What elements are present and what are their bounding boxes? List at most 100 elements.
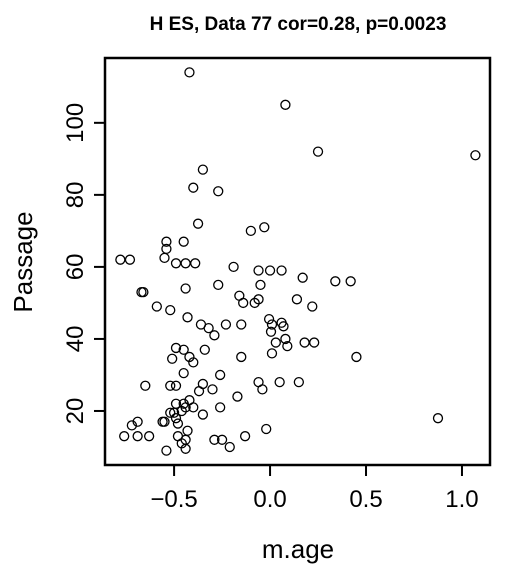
point [165,380,176,391]
point [170,342,182,354]
point [224,441,235,453]
point [291,294,303,305]
point [193,386,205,397]
chart-title: H ES, Data 77 cor=0.28, p=0.0023 [150,14,447,35]
x-tick-label: −0.5 [150,486,197,513]
point [299,337,310,348]
point [266,348,278,359]
point [157,416,168,427]
point [345,276,356,287]
point [159,252,170,264]
y-tick-label: 100 [62,103,89,143]
x-axis-label: m.age [262,534,334,564]
point [432,413,444,424]
point [151,301,162,312]
point [245,225,257,237]
plot-frame [103,56,492,467]
point [213,279,224,291]
point [180,258,191,269]
point [261,423,272,435]
point [176,438,187,449]
point [282,340,293,352]
point [220,319,232,330]
x-tick-label: 0.5 [349,486,382,513]
point [180,283,191,294]
point [188,357,199,368]
point [188,182,199,193]
point [274,377,285,388]
point [167,353,178,364]
point [176,405,187,417]
point [138,286,149,298]
point [228,261,239,273]
point [213,186,224,197]
point [265,326,277,337]
point [216,434,228,445]
point [165,407,176,418]
point [270,337,281,348]
y-tick-label: 80 [62,182,89,209]
point [351,351,362,363]
point [124,254,136,265]
point [297,272,308,283]
point [238,297,249,309]
point [172,418,184,429]
point [253,265,264,276]
point [115,254,126,265]
point [239,431,251,442]
point [161,236,172,247]
point [263,313,275,325]
point [470,150,481,161]
point [232,391,243,402]
point [309,337,320,348]
point [330,276,341,287]
point [168,407,180,418]
point [280,333,291,345]
point [192,218,204,229]
point [165,304,176,316]
x-tick-label: 0.0 [253,486,286,513]
y-tick-label: 60 [62,254,89,281]
point [264,265,276,276]
point [249,297,260,309]
point [182,312,193,323]
point [184,67,195,78]
point [170,380,182,391]
point [132,431,143,442]
point [236,319,247,330]
point [266,319,278,330]
point [161,445,172,456]
point [132,416,143,427]
point [143,431,155,442]
point [280,99,291,110]
y-tick-label: 20 [62,398,89,425]
point [197,409,209,420]
point [188,402,199,413]
point [140,380,151,391]
point [207,384,218,395]
point [276,265,287,276]
point [119,431,130,442]
point [190,258,201,269]
point [178,236,189,247]
point [197,164,209,175]
point [170,413,182,424]
point [307,301,318,312]
point [293,377,304,388]
point [209,434,220,445]
y-axis-label: Passage [8,211,38,312]
y-tick-label: 40 [62,326,89,353]
point [215,402,226,413]
point [209,330,220,341]
point [255,279,266,291]
x-tick-label: 1.0 [445,486,478,513]
point [203,322,214,334]
point [278,321,289,332]
point [170,258,182,269]
point [215,369,226,381]
point [182,425,193,436]
point [236,351,247,363]
point [259,222,270,233]
point [199,344,210,355]
